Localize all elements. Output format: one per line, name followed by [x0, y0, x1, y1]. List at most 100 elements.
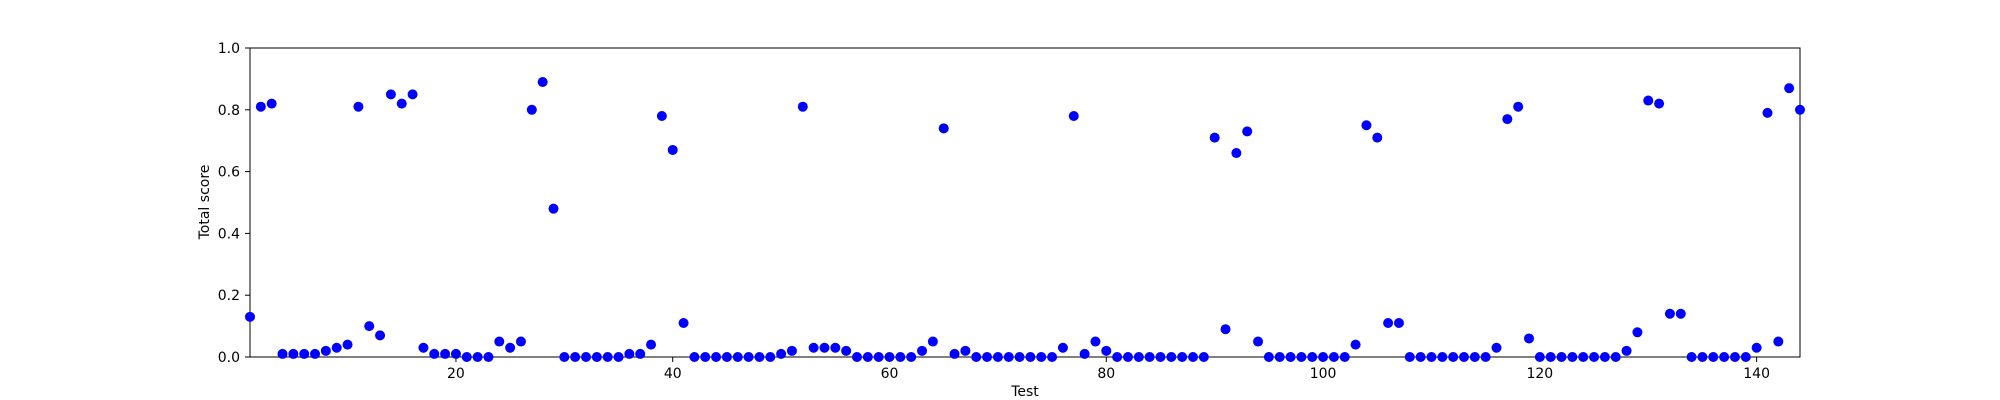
data-point: [353, 101, 364, 112]
data-point: [851, 352, 862, 362]
data-point: [1112, 352, 1123, 362]
data-point: [1599, 352, 1610, 362]
data-point: [1415, 352, 1426, 362]
data-point: [786, 345, 797, 356]
data-point: [1144, 352, 1155, 362]
data-point: [310, 348, 321, 359]
data-point: [1524, 333, 1535, 344]
x-tick-label: 140: [1743, 366, 1770, 382]
data-point: [819, 342, 830, 353]
data-point: [1632, 327, 1643, 338]
data-point: [602, 352, 613, 362]
data-point: [1014, 352, 1025, 362]
data-point: [906, 352, 917, 362]
y-tick-label: 0.0: [218, 350, 240, 366]
data-point: [776, 348, 787, 359]
data-point: [1675, 308, 1686, 319]
y-tick-label: 0.8: [218, 103, 240, 119]
data-point: [1513, 101, 1524, 112]
x-tick-label: 80: [1097, 366, 1115, 382]
data-point: [1469, 352, 1480, 362]
data-point: [1220, 324, 1231, 335]
data-point: [667, 144, 678, 155]
data-point: [917, 345, 928, 356]
data-point: [1274, 352, 1285, 362]
data-point: [873, 352, 884, 362]
data-point: [1556, 352, 1567, 362]
data-point: [1003, 352, 1014, 362]
data-point: [1795, 104, 1805, 115]
data-point: [938, 123, 949, 134]
data-point: [1491, 342, 1502, 353]
data-point: [548, 203, 559, 214]
data-point: [515, 336, 526, 347]
data-point: [1188, 352, 1199, 362]
data-point: [743, 352, 754, 362]
data-point: [1057, 342, 1068, 353]
data-point: [418, 342, 429, 353]
data-point: [1361, 120, 1372, 131]
y-tick-label: 0.4: [218, 226, 240, 242]
data-point: [1025, 352, 1036, 362]
data-point: [1740, 352, 1751, 362]
data-point: [1610, 352, 1621, 362]
data-point: [949, 348, 960, 359]
data-point: [429, 348, 440, 359]
data-point: [797, 101, 808, 112]
data-point: [450, 348, 461, 359]
data-point: [266, 98, 277, 109]
data-point: [1664, 308, 1675, 319]
data-point: [385, 89, 396, 100]
data-point: [320, 345, 331, 356]
data-point: [1318, 352, 1329, 362]
data-point: [299, 348, 310, 359]
x-tick-label: 60: [881, 366, 899, 382]
data-point: [646, 339, 657, 350]
data-point: [526, 104, 537, 115]
x-tick-label: 20: [447, 366, 465, 382]
data-point: [1545, 352, 1556, 362]
x-tick-label: 120: [1526, 366, 1553, 382]
data-point: [613, 352, 624, 362]
data-point: [1383, 318, 1394, 329]
data-point: [1643, 95, 1654, 106]
data-point: [971, 352, 982, 362]
data-point: [1654, 98, 1665, 109]
data-point: [461, 352, 472, 362]
data-point: [1242, 126, 1253, 137]
data-point: [1578, 352, 1589, 362]
data-point: [656, 110, 667, 121]
data-point: [1458, 352, 1469, 362]
data-point: [396, 98, 407, 109]
data-point: [884, 352, 895, 362]
data-point: [1762, 107, 1773, 118]
data-point: [1155, 352, 1166, 362]
data-point: [1784, 83, 1795, 94]
data-point: [1068, 110, 1079, 121]
data-point: [277, 348, 288, 359]
y-tick-label: 1.0: [218, 41, 240, 57]
data-point: [1263, 352, 1274, 362]
data-point: [483, 352, 494, 362]
data-point: [862, 352, 873, 362]
data-point: [1729, 352, 1740, 362]
data-point: [1437, 352, 1448, 362]
data-point: [927, 336, 938, 347]
data-point: [1480, 352, 1491, 362]
data-point: [1253, 336, 1264, 347]
data-point: [1198, 352, 1209, 362]
data-point: [375, 330, 386, 341]
data-point: [1036, 352, 1047, 362]
data-point: [1339, 352, 1350, 362]
data-point: [1502, 114, 1513, 125]
data-point: [1166, 352, 1177, 362]
data-point: [342, 339, 353, 350]
data-point: [1328, 352, 1339, 362]
data-point: [1426, 352, 1437, 362]
y-axis-label: Total score: [197, 165, 213, 241]
data-point: [1773, 336, 1784, 347]
data-point: [1404, 352, 1415, 362]
data-point: [1567, 352, 1578, 362]
data-point: [440, 348, 451, 359]
